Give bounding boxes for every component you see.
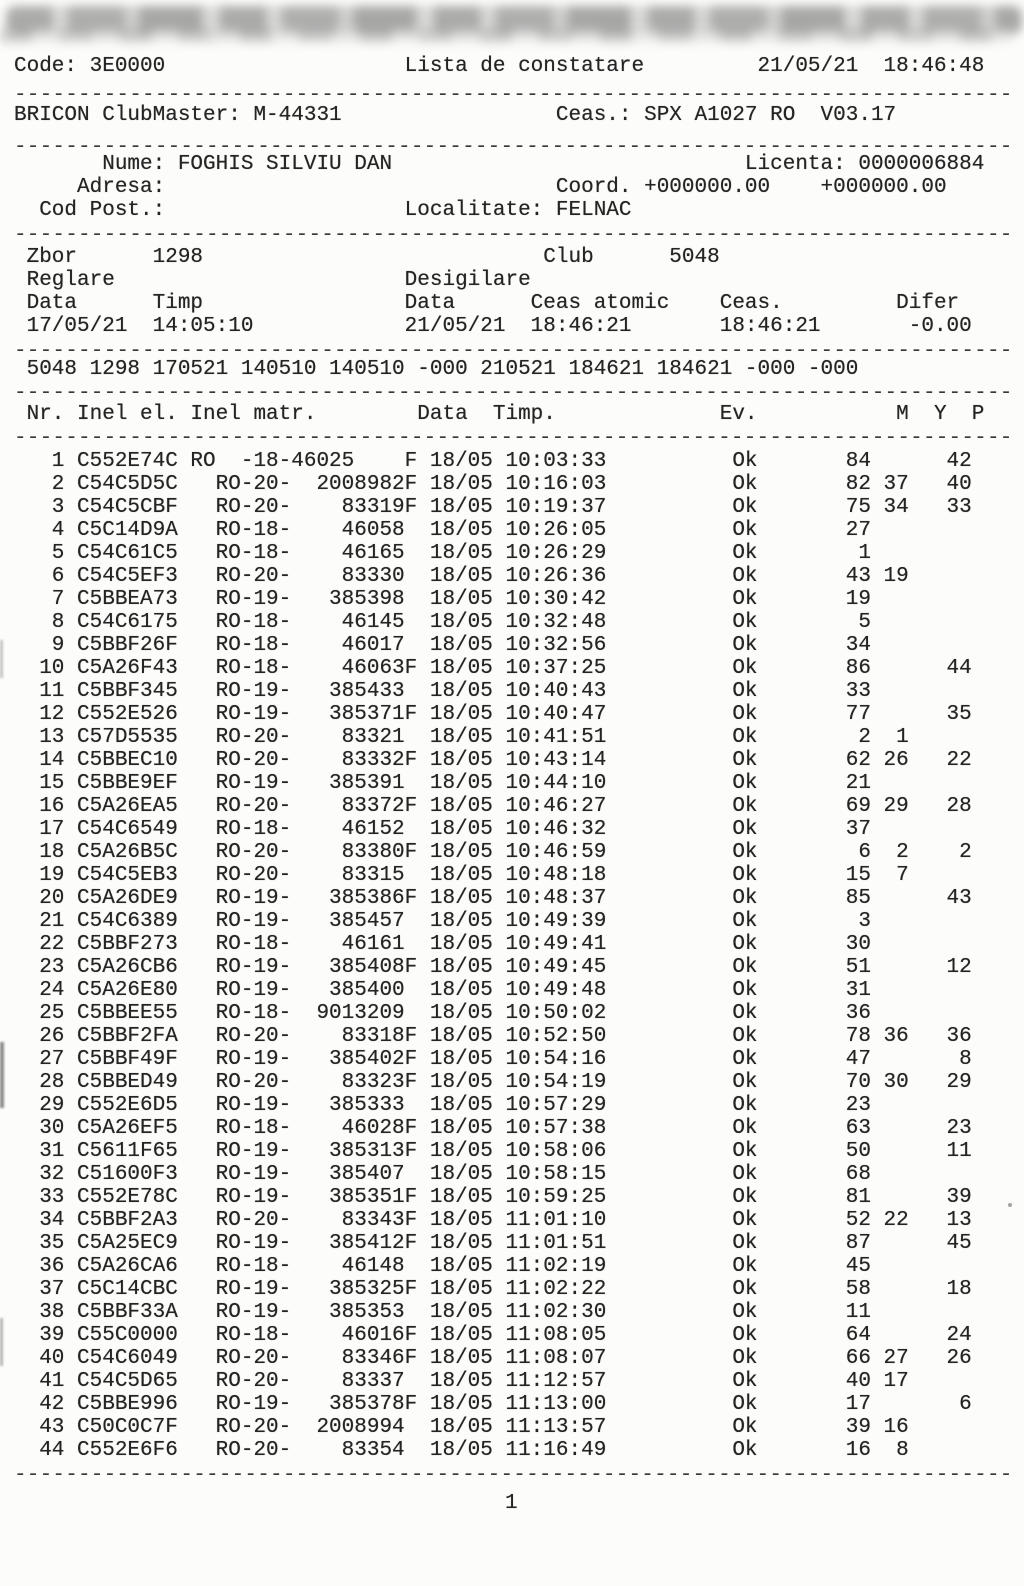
table-row: 13 C57D5535 RO-20- 83321 18/05 10:41:51 … — [14, 726, 972, 749]
table-row: 32 C51600F3 RO-19- 385407 18/05 10:58:15… — [14, 1163, 972, 1186]
raw-data-line: 5048 1298 170521 140510 140510 -000 2105… — [14, 358, 859, 381]
table-row: 16 C5A26EA5 RO-20- 83372F 18/05 10:46:27… — [14, 795, 972, 818]
table-row: 33 C552E78C RO-19- 385351F 18/05 10:59:2… — [14, 1186, 972, 1209]
table-row: 35 C5A25EC9 RO-19- 385412F 18/05 11:01:5… — [14, 1232, 972, 1255]
device-line: BRICON ClubMaster: M-44331 Ceas.: SPX A1… — [14, 104, 897, 127]
table-row: 42 C5BBE996 RO-19- 385378F 18/05 11:13:0… — [14, 1393, 972, 1416]
table-row: 21 C54C6389 RO-19- 385457 18/05 10:49:39… — [14, 910, 972, 933]
table-row: 17 C54C6549 RO-18- 46152 18/05 10:46:32 … — [14, 818, 972, 841]
table-row: 43 C50C0C7F RO-20- 2008994 18/05 11:13:5… — [14, 1416, 972, 1439]
table-row: 1 C552E74C RO -18-46025 F 18/05 10:03:33… — [14, 450, 972, 473]
table-row: 39 C55C0000 RO-18- 46016F 18/05 11:08:05… — [14, 1324, 972, 1347]
owner-postcode-line: Cod Post.: Localitate: FELNAC — [14, 199, 632, 222]
owner-address-line: Adresa: Coord. +000000.00 +000000.00 — [14, 176, 947, 199]
separator: ----------------------------------------… — [14, 382, 1013, 405]
table-row: 44 C552E6F6 RO-20- 83354 18/05 11:16:49 … — [14, 1439, 972, 1462]
flight-club-line: Zbor 1298 Club 5048 — [14, 246, 720, 269]
table-row: 5 C54C61C5 RO-18- 46165 18/05 10:26:29 O… — [14, 542, 972, 565]
scan-artifact-left-edge — [0, 640, 3, 678]
scan-artifact-left-edge — [0, 1318, 3, 1366]
table-row: 31 C5611F65 RO-19- 385313F 18/05 10:58:0… — [14, 1140, 972, 1163]
owner-name-line: Nume: FOGHIS SILVIU DAN Licenta: 0000006… — [14, 153, 985, 176]
table-row: 34 C5BBF2A3 RO-20- 83343F 18/05 11:01:10… — [14, 1209, 972, 1232]
table-row: 3 C54C5CBF RO-20- 83319F 18/05 10:19:37 … — [14, 496, 972, 519]
table-row: 22 C5BBF273 RO-18- 46161 18/05 10:49:41 … — [14, 933, 972, 956]
table-row: 37 C5C14CBC RO-19- 385325F 18/05 11:02:2… — [14, 1278, 972, 1301]
table-row: 8 C54C6175 RO-18- 46145 18/05 10:32:48 O… — [14, 611, 972, 634]
table-row: 7 C5BBEA73 RO-19- 385398 18/05 10:30:42 … — [14, 588, 972, 611]
table-row: 20 C5A26DE9 RO-19- 385386F 18/05 10:48:3… — [14, 887, 972, 910]
table-row: 36 C5A26CA6 RO-18- 46148 18/05 11:02:19 … — [14, 1255, 972, 1278]
table-row: 14 C5BBEC10 RO-20- 83332F 18/05 10:43:14… — [14, 749, 972, 772]
table-row: 27 C5BBF49F RO-19- 385402F 18/05 10:54:1… — [14, 1048, 972, 1071]
scan-artifact-left-edge — [0, 1042, 4, 1108]
scan-artifact-top-band — [6, 6, 1022, 34]
table-row: 29 C552E6D5 RO-19- 385333 18/05 10:57:29… — [14, 1094, 972, 1117]
arrivals-table: 1 C552E74C RO -18-46025 F 18/05 10:03:33… — [14, 450, 972, 1462]
table-row: 15 C5BBE9EF RO-19- 385391 18/05 10:44:10… — [14, 772, 972, 795]
separator: ----------------------------------------… — [14, 84, 1013, 107]
page-number: 1 — [505, 1492, 518, 1515]
table-row: 4 C5C14D9A RO-18- 46058 18/05 10:26:05 O… — [14, 519, 972, 542]
table-row: 41 C54C5D65 RO-20- 83337 18/05 11:12:57 … — [14, 1370, 972, 1393]
table-row: 9 C5BBF26F RO-18- 46017 18/05 10:32:56 O… — [14, 634, 972, 657]
table-row: 24 C5A26E80 RO-19- 385400 18/05 10:49:48… — [14, 979, 972, 1002]
table-row: 18 C5A26B5C RO-20- 83380F 18/05 10:46:59… — [14, 841, 972, 864]
separator: ----------------------------------------… — [14, 340, 1013, 363]
table-row: 25 C5BBEE55 RO-18- 9013209 18/05 10:50:0… — [14, 1002, 972, 1025]
table-row: 12 C552E526 RO-19- 385371F 18/05 10:40:4… — [14, 703, 972, 726]
table-row: 30 C5A26EF5 RO-18- 46028F 18/05 10:57:38… — [14, 1117, 972, 1140]
separator: ----------------------------------------… — [14, 136, 1013, 159]
table-row: 11 C5BBF345 RO-19- 385433 18/05 10:40:43… — [14, 680, 972, 703]
table-row: 23 C5A26CB6 RO-19- 385408F 18/05 10:49:4… — [14, 956, 972, 979]
table-row: 6 C54C5EF3 RO-20- 83330 18/05 10:26:36 O… — [14, 565, 972, 588]
scan-artifact-top-band-2 — [0, 28, 1012, 43]
table-row: 26 C5BBF2FA RO-20- 83318F 18/05 10:52:50… — [14, 1025, 972, 1048]
clock-values-line: 17/05/21 14:05:10 21/05/21 18:46:21 18:4… — [14, 315, 972, 338]
table-row: 40 C54C6049 RO-20- 83346F 18/05 11:08:07… — [14, 1347, 972, 1370]
table-row: 2 C54C5D5C RO-20- 2008982F 18/05 10:16:0… — [14, 473, 972, 496]
table-header-line: Nr. Inel el. Inel matr. Data Timp. Ev. M… — [14, 403, 985, 426]
scan-artifact-speck — [1008, 1203, 1012, 1207]
clock-columns-line: Data Timp Data Ceas atomic Ceas. Difer — [14, 292, 960, 315]
separator: ----------------------------------------… — [14, 427, 1013, 450]
section-labels-line: Reglare Desigilare — [14, 269, 531, 292]
separator: ----------------------------------------… — [14, 224, 1013, 247]
table-row: 19 C54C5EB3 RO-20- 83315 18/05 10:48:18 … — [14, 864, 972, 887]
title-line: Code: 3E0000 Lista de constatare 21/05/2… — [14, 55, 985, 78]
table-row: 28 C5BBED49 RO-20- 83323F 18/05 10:54:19… — [14, 1071, 972, 1094]
table-row: 10 C5A26F43 RO-18- 46063F 18/05 10:37:25… — [14, 657, 972, 680]
separator: ----------------------------------------… — [14, 1464, 1013, 1487]
table-row: 38 C5BBF33A RO-19- 385353 18/05 11:02:30… — [14, 1301, 972, 1324]
